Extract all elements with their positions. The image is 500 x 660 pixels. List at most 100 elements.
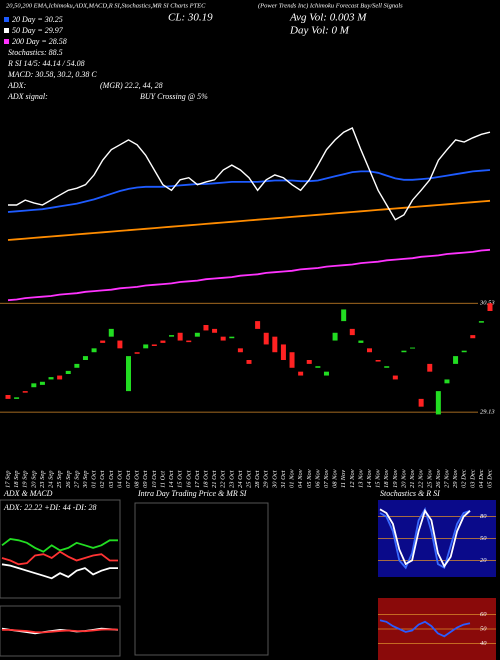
panel-title: Intra Day Trading Price & MR SI xyxy=(137,489,247,498)
candle xyxy=(323,371,329,376)
candle xyxy=(143,344,149,349)
x-tick-label: 18 Nov xyxy=(383,469,390,488)
x-tick-label: 15 Oct xyxy=(177,470,184,488)
candle xyxy=(134,352,140,354)
x-tick-label: 16 Oct xyxy=(185,470,192,488)
candle xyxy=(108,328,114,337)
candle xyxy=(306,360,312,364)
indicator-text: Stochastics: 88.5 xyxy=(8,48,63,57)
x-tick-label: 25 Nov xyxy=(426,469,433,488)
candle xyxy=(14,397,20,399)
candle xyxy=(272,336,278,353)
candle xyxy=(82,356,88,360)
x-tick-label: 14 Nov xyxy=(366,469,373,488)
series-line xyxy=(379,508,471,568)
x-tick-label: 23 Sep xyxy=(39,470,46,488)
y-tick-label: 60 xyxy=(480,611,487,618)
y-tick-label: 20 xyxy=(480,557,487,564)
candle xyxy=(375,360,381,362)
x-tick-label: 18 Sep xyxy=(13,470,20,488)
candle xyxy=(427,363,433,372)
series-line xyxy=(2,628,119,634)
x-tick-label: 28 Oct xyxy=(254,470,261,488)
series-line xyxy=(7,248,491,302)
x-tick-label: 26 Nov xyxy=(435,469,442,488)
candle xyxy=(410,347,416,349)
candle xyxy=(194,332,200,337)
y-tick-label: 30.53 xyxy=(479,300,495,307)
series-line xyxy=(379,619,471,638)
candle xyxy=(5,395,11,399)
candle xyxy=(332,332,338,341)
x-tick-label: 22 Oct xyxy=(220,470,227,488)
x-tick-label: 25 Oct xyxy=(245,470,252,488)
x-tick-label: 29 Nov xyxy=(452,469,459,488)
candle xyxy=(31,383,37,388)
y-tick-label: 80 xyxy=(480,513,487,520)
candle xyxy=(289,352,295,368)
candle xyxy=(255,321,261,329)
indicator-text: MACD: 30.58, 30.2, 0.38 C xyxy=(7,70,97,79)
legend-swatch xyxy=(4,39,9,44)
x-tick-label: 12 Nov xyxy=(349,469,356,488)
x-tick-label: 01 Nov xyxy=(288,469,295,488)
x-tick-label: 20 Nov xyxy=(400,469,407,488)
candle xyxy=(444,379,450,384)
x-tick-label: 09 Oct xyxy=(142,470,149,488)
x-tick-label: 11 Nov xyxy=(340,470,347,488)
candle xyxy=(453,356,459,364)
indicator-text: ADX: xyxy=(7,81,27,90)
series-line xyxy=(7,199,491,241)
x-tick-label: 19 Nov xyxy=(392,469,399,488)
candle xyxy=(177,332,183,341)
candle xyxy=(487,303,493,311)
candle xyxy=(418,398,424,407)
x-tick-label: 30 Oct xyxy=(271,470,278,489)
candle xyxy=(246,360,252,364)
x-tick-label: 08 Oct xyxy=(134,470,141,488)
candle xyxy=(384,366,390,368)
x-tick-label: 07 Oct xyxy=(125,470,132,488)
x-tick-label: 21 Nov xyxy=(409,469,416,488)
candle xyxy=(186,340,192,343)
y-tick-label: 50 xyxy=(480,535,487,542)
candle xyxy=(169,335,175,337)
candle xyxy=(100,340,106,343)
legend-text: 20 Day = 30.25 xyxy=(12,15,63,24)
candle xyxy=(91,348,97,353)
candle xyxy=(237,348,243,353)
x-tick-label: 20 Sep xyxy=(30,470,37,488)
chart-title: 20,50,200 EMA,Ichimoku,ADX,MACD,R SI,Sto… xyxy=(6,2,206,9)
x-tick-label: 05 Nov xyxy=(306,469,313,488)
legend-text: 50 Day = 29.97 xyxy=(12,26,64,35)
x-tick-label: 06 Nov xyxy=(314,469,321,488)
candle xyxy=(435,391,441,415)
avg-volume: Avg Vol: 0.003 M xyxy=(289,12,367,24)
x-tick-label: 02 Oct xyxy=(99,470,106,488)
candle xyxy=(280,344,286,360)
candle xyxy=(401,350,407,353)
legend-swatch xyxy=(4,17,9,22)
x-tick-label: 15 Nov xyxy=(375,469,382,488)
x-tick-label: 08 Nov xyxy=(332,469,339,488)
candle xyxy=(160,340,166,343)
x-tick-label: 17 Oct xyxy=(194,470,201,488)
x-tick-label: 30 Sep xyxy=(82,470,89,489)
x-tick-label: 19 Sep xyxy=(22,470,29,488)
day-volume: Day Vol: 0 M xyxy=(289,25,350,37)
legend-text: 200 Day = 28.58 xyxy=(12,37,67,46)
candle xyxy=(48,377,54,380)
candle xyxy=(57,375,63,380)
x-tick-label: 13 Nov xyxy=(357,469,364,488)
signal-text: BUY Crossing @ 5% xyxy=(140,92,208,101)
adx-panel xyxy=(0,499,121,599)
x-tick-label: 14 Oct xyxy=(168,470,175,488)
intraday-panel xyxy=(134,502,269,656)
series-line xyxy=(1,550,118,566)
x-tick-label: 24 Oct xyxy=(237,470,244,488)
panel-title: Stochastics & R SI xyxy=(380,489,440,498)
x-tick-label: 21 Oct xyxy=(211,470,218,488)
x-tick-label: 07 Nov xyxy=(323,469,330,488)
x-tick-label: 27 Sep xyxy=(73,470,80,488)
